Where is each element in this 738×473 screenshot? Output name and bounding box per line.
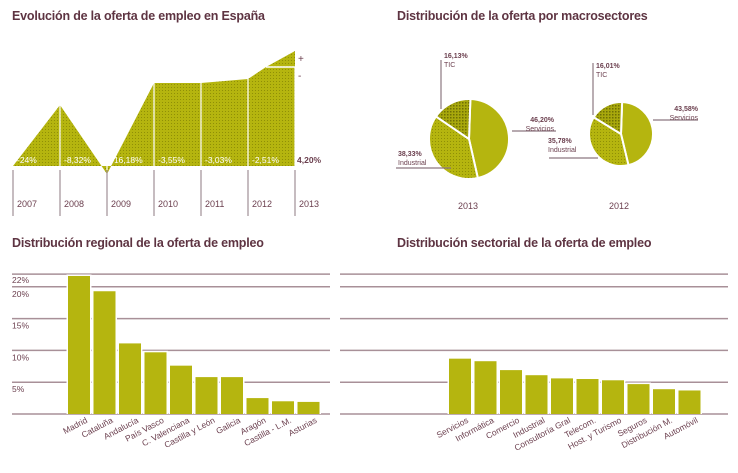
pie-slice-servicios: [619, 100, 654, 167]
pie-value-industrial: 38,33%: [398, 151, 423, 158]
bar-Castilla y León: [195, 377, 218, 414]
pie-name-industrial: Industrial: [398, 160, 427, 167]
value-label-2009: -16,18%: [111, 155, 143, 165]
bar-Comercio: [500, 370, 522, 414]
value-label-2011: -3,03%: [205, 155, 232, 165]
year-label-2011: 2011: [205, 199, 224, 209]
area-plus-wedge: [266, 51, 295, 67]
xtick-label-Galicia: Galicia: [214, 415, 242, 436]
bar-chart-regional: 5%10%15%20%22%MadridCataluñaAndalucíaPaí…: [12, 273, 330, 450]
pie-name-industrial: Industrial: [548, 147, 577, 154]
pie-name-tic: TIC: [596, 72, 607, 79]
year-label-2009: 2009: [111, 199, 131, 209]
bar-Aragón: [246, 398, 269, 414]
bar-Industrial: [525, 375, 548, 414]
chart-title-sectorial: Distribución sectorial de la oferta de e…: [397, 236, 652, 250]
ytick-label-20: 20%: [12, 289, 29, 299]
pie-name-servicios: Servicios: [670, 115, 699, 122]
bar-Automóvil: [678, 390, 701, 414]
pie-year-label: 2013: [458, 201, 478, 211]
bar-Cataluña: [93, 291, 116, 414]
pie-2013: 46,20% Servicios 38,33% Industrial 16,13% TIC…: [396, 53, 556, 211]
value-label-2008: -8,32%: [64, 155, 91, 165]
ytick-label-10: 10%: [12, 352, 29, 362]
pie-value-servicios: 46,20%: [530, 117, 555, 124]
value-label-2012: -2,51%: [252, 155, 279, 165]
pie-name-servicios: Servicios: [526, 126, 555, 133]
xtick-label-Asturias: Asturias: [287, 415, 319, 438]
value-label-2010: -3,55%: [158, 155, 185, 165]
bar-Distribución M.: [653, 389, 675, 414]
pie-value-industrial: 35,78%: [548, 138, 573, 145]
year-label-2013: 2013: [299, 199, 319, 209]
pie-2012: 43,58% Servicios 35,78% Industrial 16,01% TIC…: [548, 63, 699, 211]
pie-slice-tic: [592, 101, 624, 136]
pie-slice-servicios: [467, 97, 510, 180]
chart-title-macrosectores: Distribución de la oferta por macrosecto…: [397, 9, 648, 23]
bar-C. Valenciana: [170, 365, 192, 414]
value-label-2013: 4,20%: [297, 155, 322, 165]
legend-plus: +: [298, 54, 304, 65]
bar-País Vasco: [144, 352, 167, 414]
bar-Madrid: [68, 275, 90, 414]
ytick-label-22: 22%: [12, 275, 29, 285]
bar-Consultoría Gral: [551, 378, 573, 414]
chart-title-evolucion: Evolución de la oferta de empleo en Espa…: [12, 9, 265, 23]
pie-value-tic: 16,13%: [444, 53, 469, 60]
value-label-2007: -24%: [17, 155, 37, 165]
legend-minus: -: [298, 71, 301, 82]
year-label-2008: 2008: [64, 199, 84, 209]
bar-Castilla - L.M.: [272, 401, 294, 414]
pie-slice-industrial: [588, 115, 630, 167]
pie-value-tic: 16,01%: [596, 63, 621, 70]
bar-Telecom.: [576, 379, 599, 414]
area-chart: 2007 -24% 2008 -8,32% 2009 -16,18% 2010 -3,55% 2…: [12, 51, 322, 216]
ytick-label-15: 15%: [12, 321, 29, 331]
bar-Seguros: [627, 384, 650, 414]
pie-value-servicios: 43,58%: [674, 106, 699, 113]
bar-Asturias: [297, 401, 320, 414]
pie-slice-tic: [434, 98, 472, 141]
chart-title-regional: Distribución regional de la oferta de em…: [12, 236, 264, 250]
year-label-2010: 2010: [158, 199, 178, 209]
year-label-2007: 2007: [17, 199, 37, 209]
pie-charts: 46,20% Servicios 38,33% Industrial 16,13% TIC…: [396, 53, 699, 211]
year-label-2012: 2012: [252, 199, 272, 209]
bar-chart-sectorial: ServiciosInformáticaComercioIndustrialCo…: [340, 273, 728, 453]
pie-year-label: 2012: [609, 201, 629, 211]
ytick-label-5: 5%: [12, 384, 25, 394]
bar-Galicia: [221, 377, 243, 414]
bar-Informática: [474, 361, 497, 414]
bar-Andalucía: [119, 343, 141, 414]
bar-Servicios: [449, 358, 471, 414]
pie-name-tic: TIC: [444, 62, 455, 69]
bar-Host. y Turismo: [602, 380, 624, 414]
pie-slice-industrial: [428, 115, 480, 180]
